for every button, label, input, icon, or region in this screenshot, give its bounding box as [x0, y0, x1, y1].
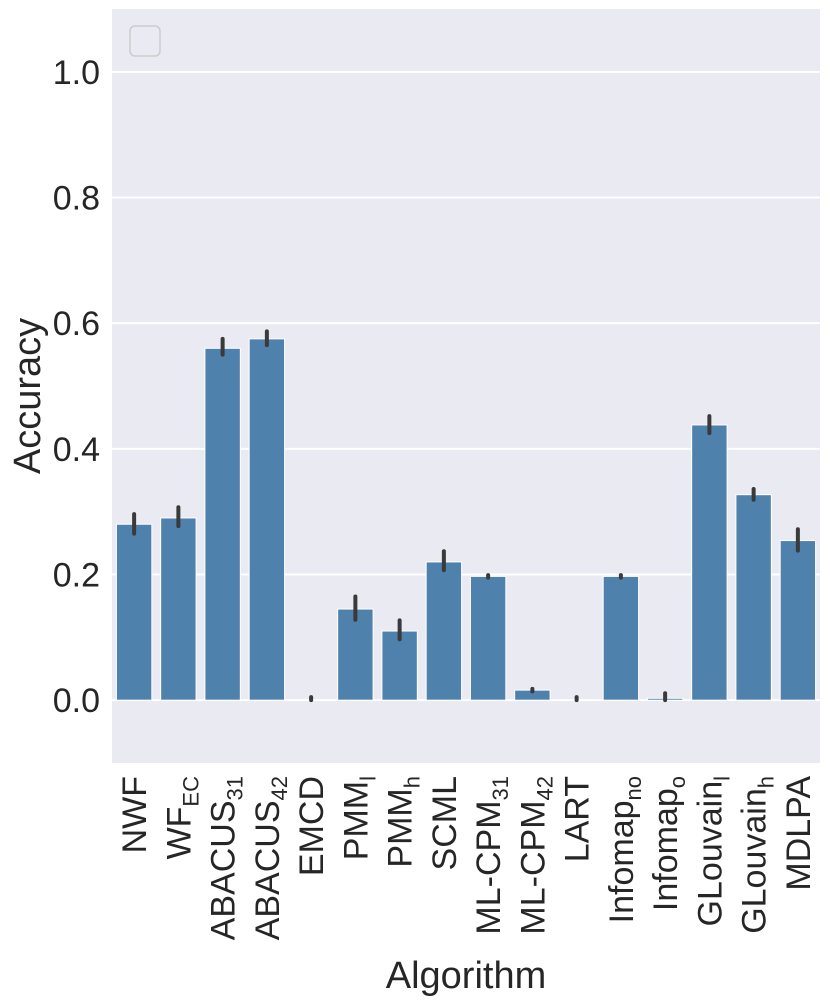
x-tick-label: ABACUS42 — [249, 776, 292, 940]
y-tick-label: 1.0 — [53, 54, 100, 92]
bar — [160, 517, 197, 701]
bar — [735, 494, 772, 701]
x-tick-label: Infomapno — [603, 776, 646, 923]
x-tick-label: ML-CPM42 — [514, 776, 557, 935]
bar — [691, 424, 728, 701]
legend — [129, 25, 161, 57]
y-tick-labels: 0.0 0.2 0.4 0.6 0.8 1.0 — [53, 54, 100, 720]
bar — [602, 575, 640, 701]
x-tick-label: PMMl — [337, 776, 380, 860]
x-tick-label: NWF — [116, 776, 154, 853]
y-tick-label: 0.2 — [53, 557, 100, 595]
x-tick-label: ML-CPM31 — [470, 776, 513, 935]
x-tick-label: EMCD — [293, 776, 331, 876]
y-tick-label: 0.0 — [53, 682, 100, 720]
bar — [469, 575, 507, 701]
y-tick-label: 0.6 — [53, 305, 100, 343]
y-axis-label: Accuracy — [7, 318, 49, 474]
bars — [115, 338, 817, 701]
x-tick-label: Infomapo — [647, 776, 690, 911]
bar — [248, 338, 286, 701]
bar — [425, 561, 463, 701]
x-tick-label: PMMh — [382, 776, 425, 868]
y-tick-label: 0.8 — [53, 180, 100, 218]
x-tick-label: ABACUS31 — [205, 776, 248, 940]
bar — [204, 347, 241, 701]
error-bars — [132, 329, 800, 703]
bar — [337, 608, 374, 701]
bar — [115, 523, 153, 701]
x-tick-label: SCML — [426, 776, 464, 870]
x-tick-label: GLouvainh — [736, 776, 779, 934]
x-tick-label: MDLPA — [780, 776, 818, 891]
x-tick-label: GLouvainl — [691, 776, 734, 926]
bar — [381, 630, 418, 701]
bar — [779, 540, 817, 701]
x-tick-label: LART — [559, 776, 597, 862]
y-tick-label: 0.4 — [53, 431, 100, 469]
x-axis-label: Algorithm — [386, 955, 547, 997]
x-tick-label: WFEC — [160, 776, 203, 860]
